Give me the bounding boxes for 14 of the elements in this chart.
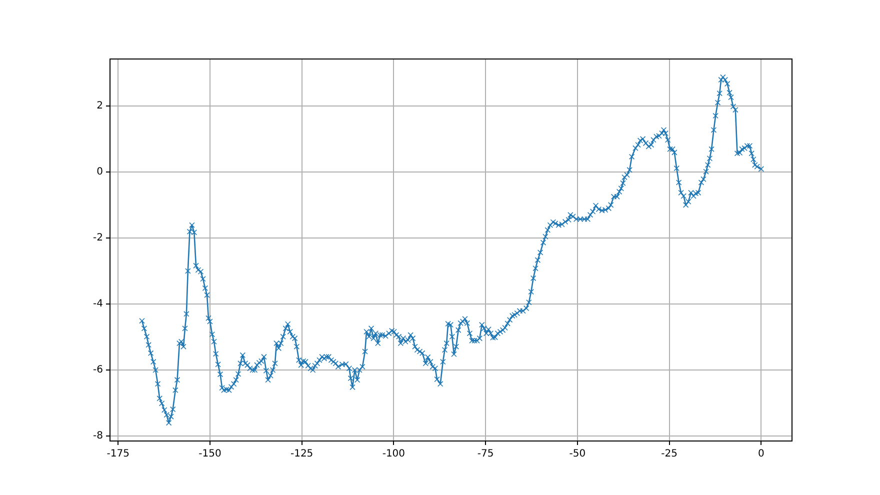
y-tick-label: -8	[93, 430, 103, 442]
x-tick-label: 0	[758, 448, 764, 460]
y-tick-label: -6	[93, 364, 103, 376]
x-tick-label: -75	[477, 448, 494, 460]
x-tick-label: -25	[661, 448, 678, 460]
x-tick-label: -150	[198, 448, 222, 460]
y-tick-label: 2	[96, 100, 103, 112]
y-tick-label: 0	[96, 166, 103, 178]
x-tick-label: -125	[290, 448, 314, 460]
x-tick-label: -175	[106, 448, 130, 460]
y-tick-label: -4	[93, 298, 103, 310]
x-tick-label: -100	[382, 448, 406, 460]
x-tick-label: -50	[569, 448, 586, 460]
y-tick-label: -2	[93, 232, 103, 244]
